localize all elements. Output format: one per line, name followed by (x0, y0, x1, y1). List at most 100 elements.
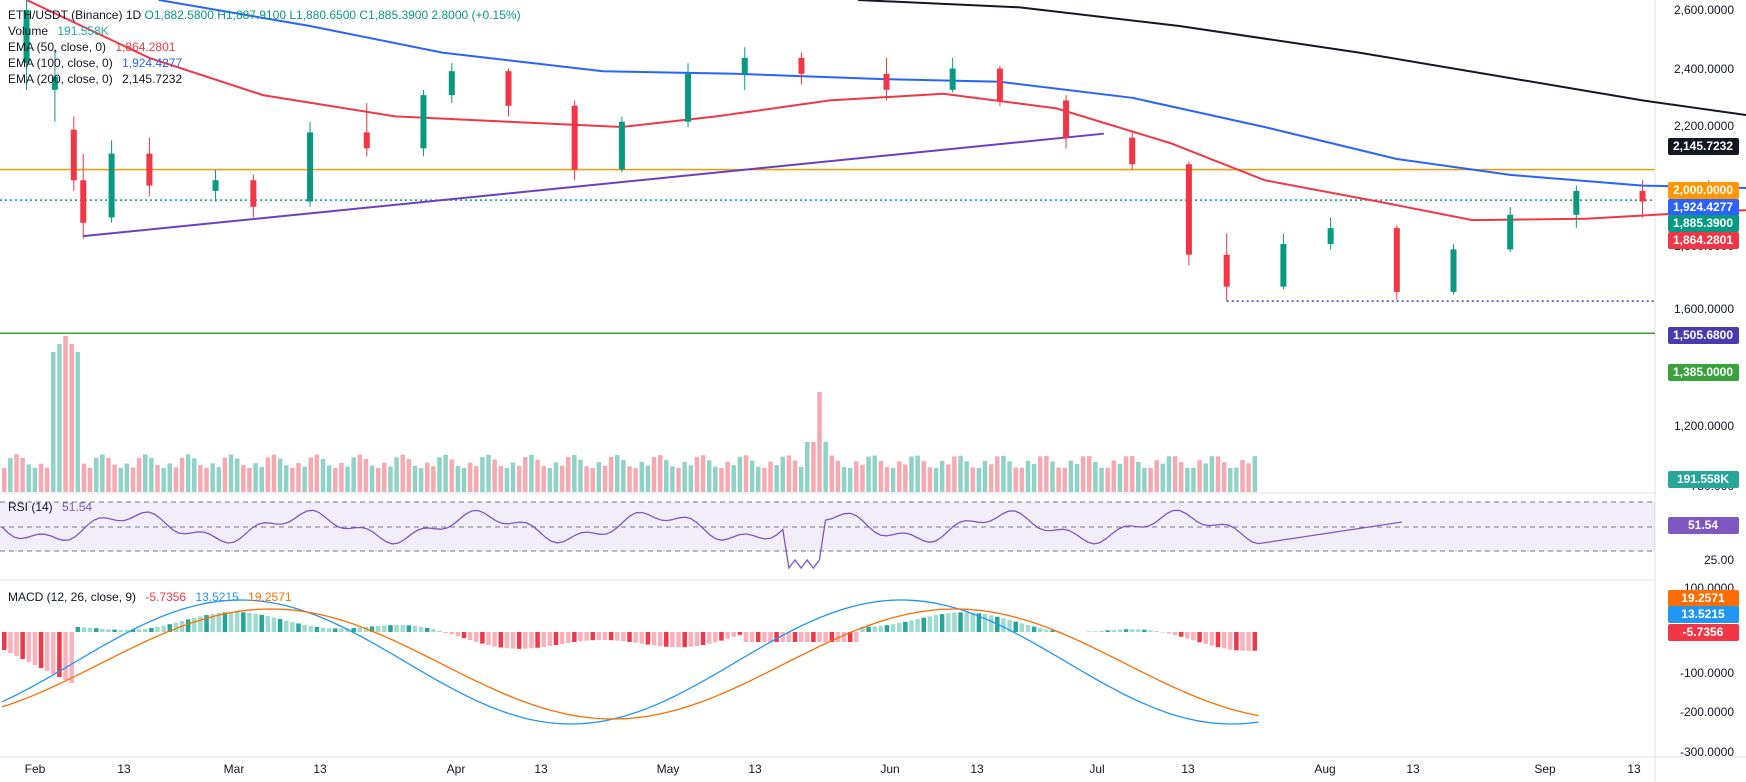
volume-bar (296, 463, 301, 492)
macd-histogram-bar (161, 625, 166, 632)
volume-bar (179, 457, 185, 492)
volume-bar (731, 465, 736, 492)
macd-histogram-bar (1001, 618, 1006, 632)
macd-histogram-bar (277, 619, 283, 632)
macd-histogram-bar (69, 632, 74, 683)
macd-histogram-bar (657, 632, 663, 647)
macd-histogram-bar (805, 632, 810, 642)
volume-bar (878, 460, 884, 492)
volume-bar (792, 460, 798, 492)
macd-histogram-bar (694, 632, 700, 647)
ema100-legend[interactable]: EMA (100, close, 0) 1,924.4277 (8, 55, 521, 71)
macd-histogram-bar (1148, 630, 1153, 632)
macd-histogram-bar (57, 632, 62, 677)
volume-bar (946, 464, 951, 492)
volume-bar (290, 467, 295, 492)
macd-histogram-bar (608, 632, 614, 641)
ema200-legend[interactable]: EMA (200, close, 0) 2,145.7232 (8, 71, 521, 87)
macd-histogram-bar (755, 632, 761, 642)
volume-bar (1123, 456, 1129, 492)
ema50-legend[interactable]: EMA (50, close, 0) 1,864.2801 (8, 39, 521, 55)
volume-bar (553, 462, 559, 492)
macd-legend[interactable]: MACD (12, 26, close, 9) -5.7356 13.5215 … (8, 590, 292, 604)
macd-histogram-bar (363, 627, 369, 632)
candle-body (1393, 228, 1400, 292)
volume-bar (676, 467, 681, 492)
rsi-pane (0, 501, 1655, 570)
macd-line (1, 599, 1259, 725)
macd-histogram-bar (909, 620, 914, 632)
volume-bar (406, 459, 412, 492)
macd-histogram-bar (798, 632, 804, 642)
macd-histogram-bar (308, 625, 313, 632)
macd-histogram-bar (516, 632, 522, 649)
volume-bar (130, 467, 136, 492)
macd-histogram-bar (351, 627, 356, 632)
volume-bar (896, 461, 902, 492)
volume-tag: 191.558K (1668, 471, 1739, 488)
rsi-legend[interactable]: RSI (14) 51.54 (8, 500, 92, 514)
volume-bar (664, 460, 669, 492)
candle-body (1639, 190, 1646, 202)
macd-histogram-bar (1228, 632, 1233, 650)
symbol-label[interactable]: ETH/USDT (Binance) (8, 8, 123, 22)
macd-histogram-bar (461, 632, 467, 639)
volume-bar (786, 455, 792, 492)
macd-histogram-bar (32, 632, 38, 665)
volume-bar (1025, 460, 1031, 492)
price-tag-text: 1,885.3900 (1673, 216, 1733, 230)
macd-histogram-bar (1215, 632, 1221, 648)
macd-histogram-bar (847, 632, 853, 642)
macd-histogram-bar (731, 632, 736, 637)
volume-bar (1087, 456, 1092, 492)
time-tick-label: 13 (1627, 762, 1641, 776)
interval-label[interactable]: 1D (125, 8, 142, 22)
candle-body (685, 73, 692, 122)
time-tick-label: May (657, 762, 680, 776)
macd-histogram-bar (706, 632, 712, 644)
volume-bar (823, 442, 828, 492)
volume-bar (51, 352, 56, 492)
time-tick-label: Aug (1314, 762, 1335, 776)
volume-bar (1215, 456, 1221, 492)
rsi-tag-box (1668, 517, 1739, 534)
macd-histogram-bar (829, 632, 835, 642)
price-axis[interactable]: 2,600.0000 2,400.0000 2,200.0000 1,600.0000… (1668, 3, 1739, 759)
macd-histogram-bar (872, 626, 877, 632)
ema50-label: EMA (50, close, 0) (8, 40, 107, 54)
volume-bar (1105, 467, 1110, 492)
volume-bar (1240, 460, 1245, 492)
volume-bar (841, 467, 847, 492)
time-tick-label: Sep (1534, 762, 1556, 776)
volume-bar (872, 455, 877, 492)
volume-bar (952, 456, 957, 492)
volume-bar (394, 457, 399, 492)
time-axis[interactable]: Feb 13 Mar 13 Apr 13 May 13 Jun 13 Jul 13 Aug 13 Sep 13 (25, 762, 1641, 776)
price-tag-box (1668, 138, 1739, 155)
volume-bar (780, 456, 786, 492)
rsi-value: 51.54 (62, 500, 93, 514)
volume-bar (1136, 461, 1141, 492)
macd-histogram-bar (112, 629, 117, 632)
volume-legend[interactable]: Volume 191.558K (8, 23, 521, 39)
macd-histogram-bar (259, 614, 264, 632)
volume-bar (449, 459, 454, 492)
volume-bar (939, 461, 945, 492)
price-tick-label: 2,400.0000 (1674, 62, 1734, 76)
macd-histogram-bar (553, 632, 559, 646)
volume-bar (713, 466, 718, 492)
volume-bar (216, 467, 222, 492)
volume-bar (541, 466, 546, 492)
candle-body (1185, 164, 1192, 255)
price-tag-box (1668, 327, 1739, 344)
candle-body (1327, 228, 1334, 245)
macd-histogram-bar (572, 632, 577, 643)
time-tick-label: Jul (1089, 762, 1104, 776)
volume-bar (854, 461, 859, 492)
volume-bar (283, 465, 289, 492)
macd-tag-box (1668, 606, 1739, 623)
macd-histogram-bar (1093, 631, 1098, 632)
time-tick-label: 13 (1406, 762, 1420, 776)
macd-histogram-bar (1044, 629, 1049, 632)
